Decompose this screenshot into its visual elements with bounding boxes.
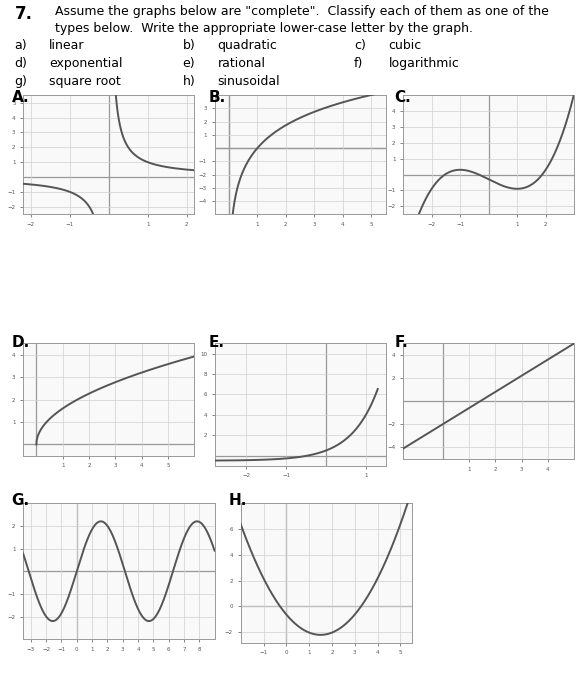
Text: B.: B. (209, 90, 226, 105)
Text: rational: rational (218, 57, 266, 70)
Text: sinusoidal: sinusoidal (218, 75, 280, 88)
Text: 7.: 7. (14, 5, 32, 22)
Text: G.: G. (12, 493, 30, 508)
Text: f): f) (354, 57, 363, 70)
Text: exponential: exponential (49, 57, 123, 70)
Text: c): c) (354, 39, 365, 52)
Text: b): b) (183, 39, 195, 52)
Text: d): d) (14, 57, 27, 70)
Text: h): h) (183, 75, 195, 88)
Text: A.: A. (12, 90, 29, 105)
Text: F.: F. (394, 335, 408, 350)
Text: a): a) (14, 39, 27, 52)
Text: Assume the graphs below are "complete".  Classify each of them as one of the: Assume the graphs below are "complete". … (55, 5, 549, 18)
Text: linear: linear (49, 39, 85, 52)
Text: types below.  Write the appropriate lower-case letter by the graph.: types below. Write the appropriate lower… (55, 22, 473, 35)
Text: quadratic: quadratic (218, 39, 277, 52)
Text: g): g) (14, 75, 27, 88)
Text: H.: H. (229, 493, 248, 508)
Text: C.: C. (394, 90, 411, 105)
Text: square root: square root (49, 75, 121, 88)
Text: e): e) (183, 57, 195, 70)
Text: E.: E. (209, 335, 225, 350)
Text: D.: D. (12, 335, 30, 350)
Text: logarithmic: logarithmic (389, 57, 459, 70)
Text: cubic: cubic (389, 39, 422, 52)
